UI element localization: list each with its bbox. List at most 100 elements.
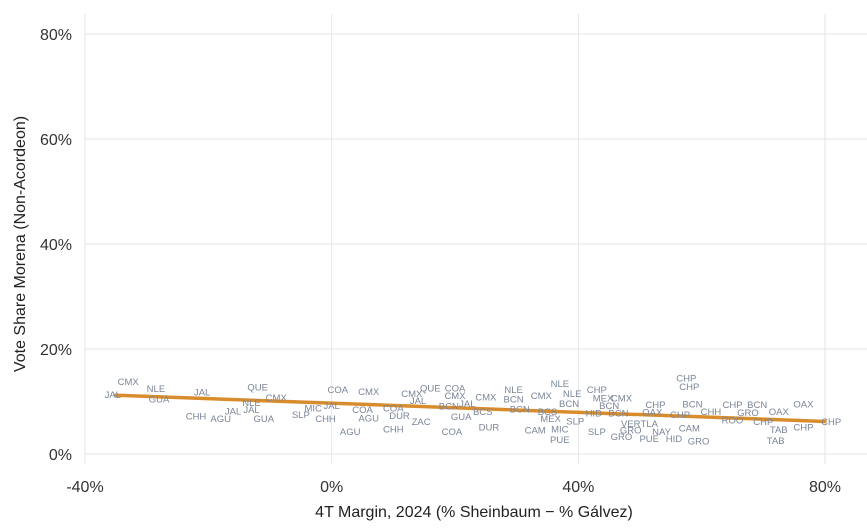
- point-label: OAX: [793, 400, 814, 411]
- point-label: COA: [328, 385, 349, 396]
- point-label: BCS: [538, 407, 558, 418]
- point-label: BCN: [504, 394, 524, 405]
- point-label: CHP: [793, 423, 813, 434]
- point-label: GRO: [737, 408, 759, 419]
- point-label: CMX: [475, 392, 497, 403]
- trend-line-layer: [114, 393, 827, 424]
- point-label: HID: [666, 434, 683, 445]
- point-label: VER: [621, 419, 641, 430]
- x-tick-label: 40%: [562, 479, 594, 496]
- y-tick-label: 40%: [40, 237, 72, 254]
- point-label: JAL: [105, 390, 121, 401]
- point-label: CMX: [401, 389, 423, 400]
- point-label: CHP: [645, 400, 665, 411]
- point-label: JAL: [243, 405, 259, 416]
- point-label: CHP: [587, 385, 607, 396]
- point-label: DUR: [479, 423, 500, 434]
- point-label: CHP: [679, 382, 699, 393]
- point-label: PUE: [639, 434, 659, 445]
- point-label: BCN: [608, 409, 628, 420]
- point-label: COA: [445, 383, 466, 394]
- point-label: GUA: [149, 394, 170, 405]
- point-label: TAB: [770, 425, 788, 436]
- point-label: ROO: [722, 415, 744, 426]
- point-label: COA: [383, 403, 404, 414]
- point-label: COA: [442, 427, 463, 438]
- point-label: TAB: [767, 436, 785, 447]
- point-label: CAM: [525, 425, 546, 436]
- point-label: NLE: [504, 385, 522, 396]
- point-label: JAL: [225, 406, 241, 417]
- point-label: PUE: [550, 435, 570, 446]
- point-label: GRO: [688, 436, 710, 447]
- point-label: SLP: [588, 427, 606, 438]
- point-label: GRO: [611, 432, 633, 443]
- y-tick-label: 0%: [49, 447, 72, 464]
- point-label: CHH: [315, 414, 336, 425]
- point-label: OAX: [769, 407, 790, 418]
- y-tick-label: 20%: [40, 342, 72, 359]
- point-label: JAL: [410, 396, 426, 407]
- point-label: BCN: [682, 400, 702, 411]
- point-label: BCS: [473, 407, 493, 418]
- grid: [84, 14, 867, 464]
- axis-ticks: -40% 0% 40% 80% 0% 20% 40% 60% 80%: [40, 27, 841, 496]
- x-tick-label: 0%: [320, 479, 343, 496]
- y-tick-label: 80%: [40, 27, 72, 44]
- point-label: BCN: [747, 400, 767, 411]
- point-label: MIC: [551, 424, 569, 435]
- point-label: CHP: [722, 400, 742, 411]
- point-label: CAM: [679, 423, 700, 434]
- trend-line: [114, 393, 827, 424]
- point-label: TLA: [641, 419, 659, 430]
- point-label: CHH: [186, 412, 207, 423]
- point-label: AGU: [340, 427, 361, 438]
- point-label: CHP: [676, 373, 696, 384]
- point-label: CHP: [753, 417, 773, 428]
- point-label: CHP: [670, 410, 690, 421]
- point-label: JAL: [323, 401, 339, 412]
- point-label: CMX: [444, 391, 466, 402]
- x-tick-label: 80%: [809, 479, 841, 496]
- point-label: MEX: [593, 393, 614, 404]
- point-label: BCN: [599, 401, 619, 412]
- point-label: SLP: [566, 416, 584, 427]
- point-label: CMX: [266, 393, 288, 404]
- point-label: QUE: [420, 383, 441, 394]
- x-tick-label: -40%: [66, 479, 103, 496]
- point-label: HID: [586, 409, 603, 420]
- y-tick-label: 60%: [40, 132, 72, 149]
- point-label: NLE: [563, 389, 581, 400]
- point-label: SLP: [292, 410, 310, 421]
- point-label: AGU: [358, 413, 379, 424]
- point-label: BCN: [510, 404, 530, 415]
- point-label: GUA: [254, 414, 275, 425]
- point-label: CHH: [383, 424, 404, 435]
- y-axis-title: Vote Share Morena (Non-Acordeon): [12, 116, 29, 372]
- point-label: CMX: [118, 377, 140, 388]
- point-label: CHP: [821, 417, 841, 428]
- point-label: MEX: [540, 414, 561, 425]
- point-label: QUE: [247, 382, 268, 393]
- point-label: MIC: [304, 403, 322, 414]
- point-label: NLE: [147, 384, 165, 395]
- point-label: GRO: [620, 425, 642, 436]
- point-label: JAL: [459, 399, 475, 410]
- point-label: OAX: [642, 408, 663, 419]
- point-label: CHH: [701, 407, 722, 418]
- point-label: NLE: [242, 398, 260, 409]
- point-label: NLE: [551, 379, 569, 390]
- point-label: BCN: [439, 402, 459, 413]
- point-label: CMX: [358, 387, 380, 398]
- point-label: COA: [352, 405, 373, 416]
- point-label: AGU: [210, 414, 231, 425]
- point-label: BCN: [559, 399, 579, 410]
- x-axis-title: 4T Margin, 2024 (% Sheinbaum − % Gálvez): [315, 504, 633, 521]
- point-label: CMX: [611, 393, 633, 404]
- point-label: ZAC: [412, 417, 431, 428]
- point-label: GUA: [451, 412, 472, 423]
- point-label: JAL: [194, 388, 210, 399]
- point-label: NAY: [652, 427, 671, 438]
